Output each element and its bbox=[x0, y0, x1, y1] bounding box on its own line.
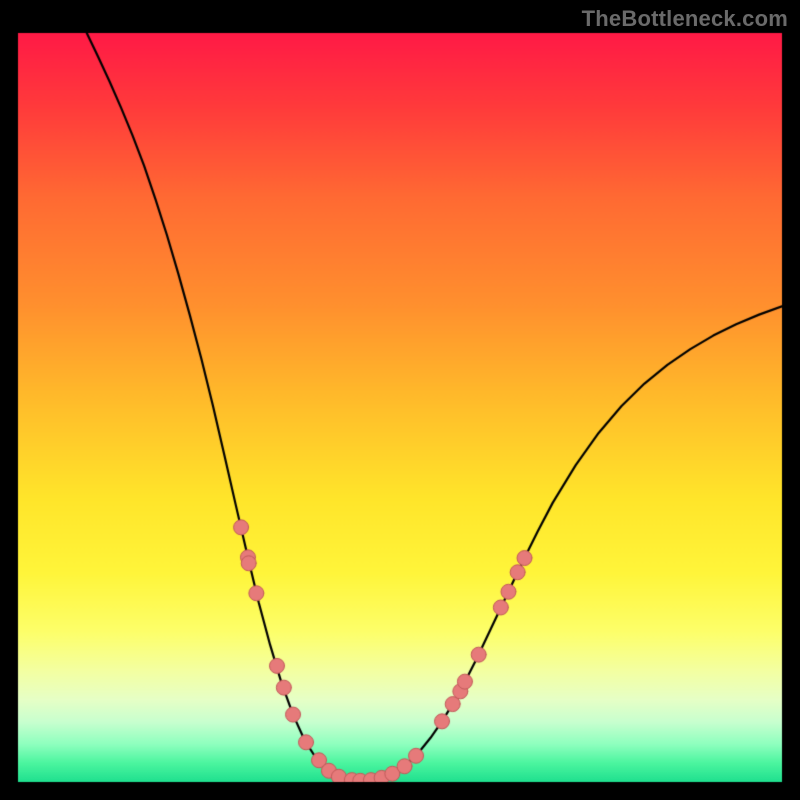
watermark-label: TheBottleneck.com bbox=[582, 6, 788, 32]
chart-stage: TheBottleneck.com bbox=[0, 0, 800, 800]
bottleneck-chart-canvas bbox=[0, 0, 800, 800]
